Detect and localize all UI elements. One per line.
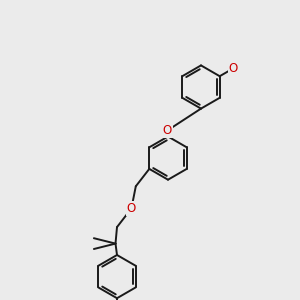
Text: O: O xyxy=(127,202,136,215)
Text: O: O xyxy=(163,124,172,137)
Text: O: O xyxy=(229,62,238,75)
